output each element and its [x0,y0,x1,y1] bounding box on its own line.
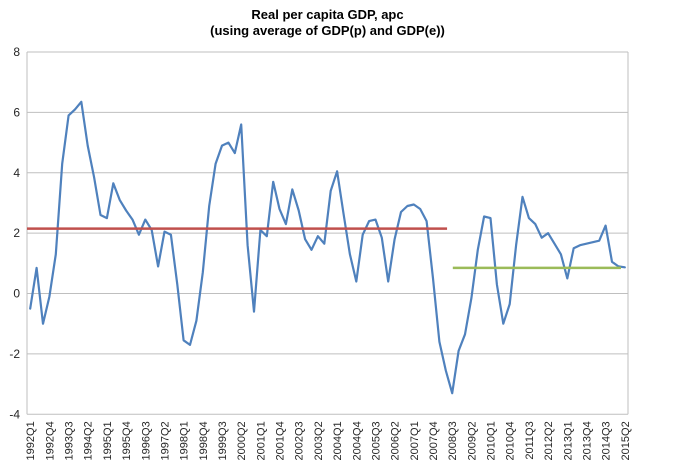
y-axis-tick-label: 8 [13,45,20,59]
x-axis-tick-label: 1994Q2 [83,421,95,460]
x-axis-tick-label: 2003Q2 [313,421,325,460]
x-axis-tick-label: 2001Q4 [275,421,287,460]
y-axis-tick-label: -2 [9,347,20,361]
x-axis-tick-label: 2010Q1 [486,421,498,460]
y-axis-tick-label: 0 [13,287,20,301]
x-axis-tick-label: 2008Q3 [447,421,459,460]
y-axis-tick-label: 2 [13,226,20,240]
x-axis-tick-label: 1995Q4 [121,421,133,460]
x-axis-tick-label: 2015Q2 [620,421,632,460]
x-axis-tick-label: 2010Q4 [505,421,517,460]
x-axis-tick-label: 1997Q2 [159,421,171,460]
x-axis-tick-label: 1995Q1 [102,421,114,460]
x-axis-tick-label: 2009Q2 [466,421,478,460]
x-axis-tick-label: 1992Q1 [25,421,37,460]
y-axis-tick-label: 6 [13,105,20,119]
x-axis-tick-label: 2004Q1 [332,421,344,460]
x-axis-tick-label: 2005Q3 [370,421,382,460]
x-axis-tick-label: 2013Q1 [562,421,574,460]
x-axis-tick-label: 2007Q1 [409,421,421,460]
y-axis-tick-label: 4 [13,166,20,180]
x-axis-tick-label: 1992Q4 [44,421,56,460]
x-axis-tick-label: 2001Q1 [255,421,267,460]
x-axis-tick-label: 1998Q4 [198,421,210,460]
x-axis-tick-label: 2007Q4 [428,421,440,460]
chart-title: Real per capita GDP, apc (using average … [27,7,628,39]
chart-title-line2: (using average of GDP(p) and GDP(e)) [210,23,445,38]
chart-title-line1: Real per capita GDP, apc [251,7,404,22]
x-axis-tick-label: 2006Q2 [390,421,402,460]
x-axis-tick-label: 2002Q3 [294,421,306,460]
gdp-series-line [29,100,626,395]
x-axis-tick-label: 1993Q3 [64,421,76,460]
x-axis-tick-label: 2013Q4 [581,421,593,460]
x-axis-tick-label: 1998Q1 [179,421,191,460]
x-axis-tick-label: 2000Q2 [236,421,248,460]
x-axis-tick-label: 2011Q3 [524,421,536,459]
y-axis-tick-label: -4 [9,407,20,421]
x-axis-tick-label: 2012Q2 [543,421,555,460]
x-axis-tick-label: 1996Q3 [140,421,152,460]
x-axis-tick-label: 1999Q3 [217,421,229,460]
x-axis-tick-label: 2004Q4 [351,421,363,460]
x-axis-tick-label: 2014Q3 [601,421,613,460]
